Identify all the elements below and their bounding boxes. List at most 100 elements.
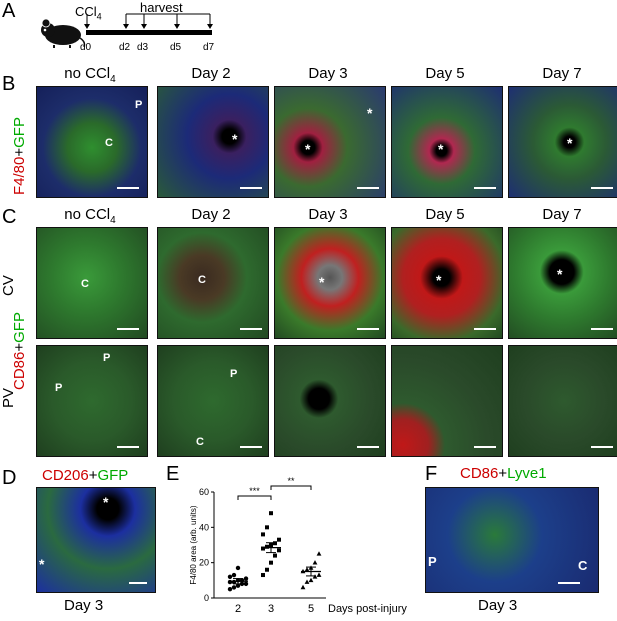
micrograph-c-cv-day-3: * xyxy=(274,227,386,339)
data-point xyxy=(243,581,249,587)
scale-bar xyxy=(474,328,496,330)
portal-vein-marker: P xyxy=(135,99,143,111)
micrograph-b-day-3: * * xyxy=(274,86,386,198)
data-point xyxy=(227,574,233,579)
y-tick-label: 0 xyxy=(204,593,209,603)
panel-label-a: A xyxy=(2,0,16,22)
scale-bar xyxy=(357,187,379,189)
x-tick-label: 2 xyxy=(235,603,241,615)
scale-bar xyxy=(117,446,139,448)
timeline-day-2: d2 xyxy=(119,42,131,53)
panel-f-title: CD86+Lyve1 xyxy=(460,465,547,482)
panel-b-row-label: F4/80+GFP xyxy=(11,117,28,195)
timeline-day-3: d3 xyxy=(137,42,149,53)
micrograph-b-no-ccl4: C P xyxy=(36,86,148,198)
necrotic-area-marker: * xyxy=(567,135,573,151)
necrotic-area-marker: * xyxy=(436,272,442,288)
necrotic-area-marker: * xyxy=(557,266,563,282)
panel-c-col-title-0: no CCl4 xyxy=(64,206,116,226)
scale-bar xyxy=(558,582,580,584)
panel-c-col-title-1: Day 2 xyxy=(191,206,231,223)
micrograph-c-cv-day-7: * xyxy=(508,227,617,339)
panel-b-col-title-0: no CCl4 xyxy=(64,65,116,85)
timeline-harvest-label: harvest xyxy=(140,0,183,15)
portal-vein-marker: P xyxy=(230,368,238,380)
panel-c-col-title-2: Day 3 xyxy=(308,206,348,223)
micrograph-c-pv-day-3 xyxy=(274,345,386,457)
micrograph-c-pv-no-ccl4: P P xyxy=(36,345,148,457)
data-point xyxy=(273,541,277,546)
portal-vein-marker: P xyxy=(428,554,437,569)
mouse-icon xyxy=(41,18,86,48)
x-tick-label: 3 xyxy=(268,603,274,615)
data-point xyxy=(277,537,281,542)
micrograph-b-day-2: * xyxy=(157,86,269,198)
data-point xyxy=(308,577,314,583)
data-point xyxy=(265,567,269,572)
micrograph-d: * * xyxy=(36,487,156,593)
micrograph-c-cv-no-ccl4: C xyxy=(36,227,148,339)
scale-bar xyxy=(591,446,613,448)
micrograph-c-pv-day-7 xyxy=(508,345,617,457)
y-tick-label: 20 xyxy=(199,558,209,568)
y-tick-label: 40 xyxy=(199,522,209,532)
panel-c-row-pv: PV xyxy=(0,387,17,408)
scale-bar xyxy=(357,446,379,448)
x-axis-label: Days post-injury xyxy=(328,603,407,615)
data-point xyxy=(269,511,273,516)
panel-b-col-title-1: Day 2 xyxy=(191,65,231,82)
panel-c-col-title-3: Day 5 xyxy=(425,206,465,223)
central-vein-marker: C xyxy=(196,436,204,448)
panel-d-title: CD206+GFP xyxy=(42,467,129,484)
portal-vein-marker-2: P xyxy=(55,382,63,394)
data-point xyxy=(235,583,241,588)
panel-b-col-title-3: Day 5 xyxy=(425,65,465,82)
data-point xyxy=(269,560,273,565)
scale-bar xyxy=(357,328,379,330)
panel-d-caption: Day 3 xyxy=(64,597,104,614)
significance-label-1: *** xyxy=(249,486,260,496)
central-vein-marker: C xyxy=(198,274,206,286)
panel-c-row-cv: CV xyxy=(0,275,17,296)
significance-label-2: ** xyxy=(287,476,295,486)
data-point xyxy=(316,551,322,556)
necrotic-area-marker-1: * xyxy=(103,494,109,510)
data-point xyxy=(261,546,265,551)
scale-bar xyxy=(240,446,262,448)
micrograph-c-cv-day-5: * xyxy=(391,227,503,339)
panel-label-b: B xyxy=(2,73,16,95)
data-point xyxy=(300,584,306,590)
y-axis-label: F4/80 area (arb. units) xyxy=(189,505,198,584)
data-point xyxy=(227,579,233,585)
timeline-day-0: d0 xyxy=(80,42,92,53)
data-point xyxy=(231,572,237,578)
panel-f-caption: Day 3 xyxy=(478,597,518,614)
scale-bar xyxy=(591,328,613,330)
panel-c-row-label: CD86+GFP xyxy=(11,312,28,390)
timeline-diagram xyxy=(84,13,213,35)
timeline-day-5: d5 xyxy=(170,42,182,53)
data-point xyxy=(273,553,277,558)
necrotic-area-marker: * xyxy=(319,274,325,290)
data-point xyxy=(227,586,233,592)
significance-bracket-1 xyxy=(237,495,272,500)
micrograph-b-day-5: * xyxy=(391,86,503,198)
panel-label-e: E xyxy=(166,463,180,485)
central-vein-marker: C xyxy=(105,137,113,149)
necrotic-area-marker: * xyxy=(232,131,238,147)
micrograph-b-day-7: * xyxy=(508,86,617,198)
panel-label-c: C xyxy=(2,206,17,228)
micrograph-f: P C xyxy=(425,487,599,593)
data-point xyxy=(261,532,265,537)
data-point xyxy=(265,525,269,530)
scale-bar xyxy=(591,187,613,189)
panel-b-col-title-4: Day 7 xyxy=(542,65,582,82)
necrotic-area-marker-2: * xyxy=(39,556,45,572)
data-point xyxy=(316,572,322,577)
panel-c-col-title-4: Day 7 xyxy=(542,206,582,223)
panel-label-d: D xyxy=(2,467,17,489)
data-point xyxy=(304,567,310,572)
scale-bar xyxy=(117,328,139,330)
scale-bar xyxy=(240,187,262,189)
panel-label-f: F xyxy=(425,463,438,485)
